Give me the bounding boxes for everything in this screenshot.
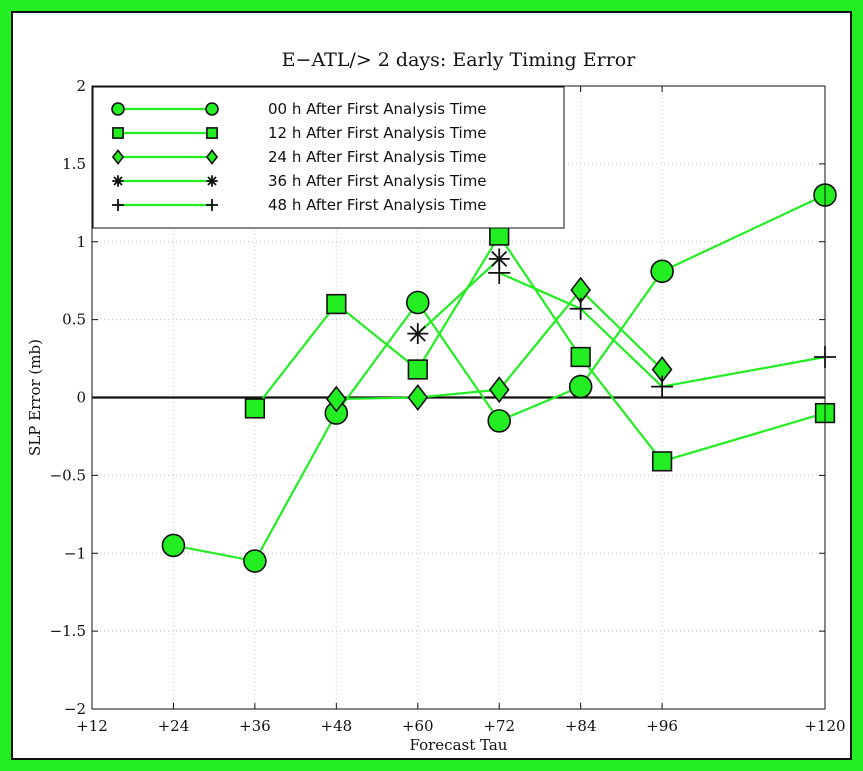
asterisk-stroke xyxy=(207,176,217,186)
y-tick-label: −2 xyxy=(64,700,86,718)
diamond-marker xyxy=(488,376,510,404)
x-tick-label: +72 xyxy=(483,717,515,735)
chart-inner-border xyxy=(11,11,852,760)
square-marker xyxy=(489,225,510,246)
y-tick-label: 1 xyxy=(76,233,86,251)
x-tick-label: +60 xyxy=(402,717,434,735)
series-line-3 xyxy=(417,258,500,335)
series-markers-3 xyxy=(407,248,510,345)
series-line-0 xyxy=(173,194,826,563)
asterisk-marker xyxy=(206,175,218,187)
square-marker xyxy=(570,346,591,368)
square-marker xyxy=(326,293,347,315)
axis-ticks: +12 +24 +36 +48 +60 +72 +84 +96 +120 −2 −1.5 −1 −0.5… xyxy=(50,77,846,735)
diamond-marker xyxy=(205,149,219,165)
plus-marker xyxy=(206,199,218,211)
legend-label: 36 h After First Analysis Time xyxy=(268,172,487,190)
x-tick-label: +48 xyxy=(321,717,353,735)
y-tick-label: 0 xyxy=(76,389,86,407)
circle-marker xyxy=(111,102,125,116)
legend-label: 48 h After First Analysis Time xyxy=(268,196,487,214)
series-line-4 xyxy=(498,271,826,388)
circle-marker xyxy=(161,533,186,558)
asterisk-stroke xyxy=(491,250,508,267)
asterisk-marker xyxy=(112,175,124,187)
circle-marker xyxy=(205,102,219,116)
y-tick-label: 0.5 xyxy=(62,311,86,329)
x-tick-label: +36 xyxy=(239,717,271,735)
square-marker xyxy=(651,451,673,472)
plus-marker xyxy=(488,261,511,284)
x-tick-label: +84 xyxy=(565,717,597,735)
asterisk-marker xyxy=(407,323,429,345)
series-layer xyxy=(161,183,837,573)
circle-marker xyxy=(568,374,593,399)
series-markers-0 xyxy=(161,183,837,573)
circle-marker xyxy=(405,290,430,315)
diamond-marker xyxy=(407,384,429,411)
plus-marker xyxy=(112,199,124,211)
x-tick-label: +24 xyxy=(158,717,190,735)
x-tick-label: +96 xyxy=(646,717,678,735)
y-tick-label: 1.5 xyxy=(62,155,86,173)
x-tick-label: +12 xyxy=(76,717,108,735)
legend-label: 24 h After First Analysis Time xyxy=(268,148,487,166)
asterisk-stroke xyxy=(113,176,123,186)
asterisk-stroke xyxy=(409,325,426,342)
square-marker xyxy=(206,127,218,139)
diamond-marker xyxy=(111,149,125,165)
series-markers-1 xyxy=(244,225,836,472)
chart-title: E−ATL/> 2 days: Early Timing Error xyxy=(282,49,637,71)
y-tick-label: 2 xyxy=(76,77,86,95)
plus-marker xyxy=(651,375,674,398)
y-axis-label: SLP Error (mb) xyxy=(26,339,44,456)
legend-label: 12 h After First Analysis Time xyxy=(268,124,487,142)
square-marker xyxy=(112,127,124,139)
x-axis-label: Forecast Tau xyxy=(410,736,508,754)
plus-marker xyxy=(569,297,592,320)
x-tick-label: +120 xyxy=(804,717,845,735)
y-tick-label: −1.5 xyxy=(50,622,86,640)
circle-marker xyxy=(650,259,674,284)
y-tick-label: −0.5 xyxy=(50,466,86,484)
legend: 00 h After First Analysis Time 12 h After… xyxy=(92,86,565,229)
series-markers-2 xyxy=(325,276,673,413)
square-marker xyxy=(244,398,266,419)
diamond-marker xyxy=(325,385,347,413)
legend-label: 00 h After First Analysis Time xyxy=(268,100,487,118)
circle-marker xyxy=(487,409,512,433)
circle-marker xyxy=(243,549,267,573)
square-marker xyxy=(407,359,428,380)
y-tick-label: −1 xyxy=(64,544,86,562)
